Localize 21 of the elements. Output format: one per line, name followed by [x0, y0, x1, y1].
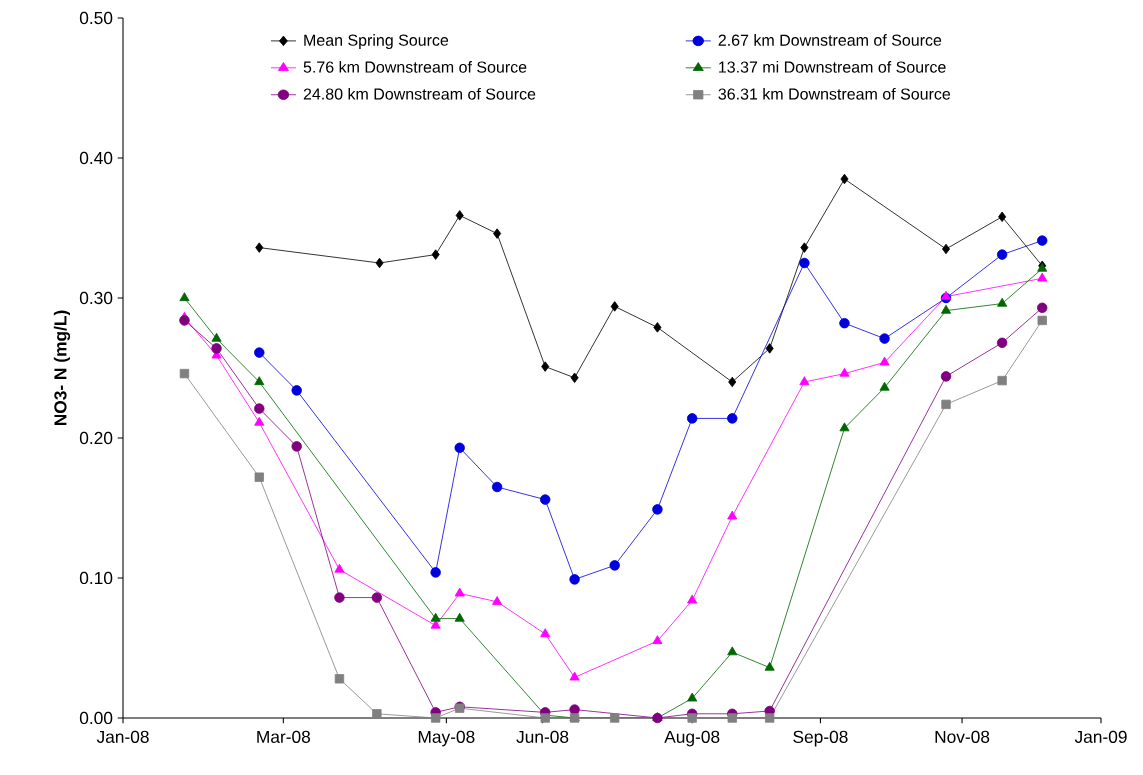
- legend-label: 5.76 km Downstream of Source: [303, 61, 527, 73]
- x-tick-label: Jan-09: [1074, 730, 1127, 743]
- y-axis-title: NO3- N (mg/L): [53, 310, 71, 426]
- x-tick-label: Jan-08: [96, 730, 149, 743]
- y-tick-label: 0.00: [79, 711, 113, 725]
- x-tick-label: Sep-08: [793, 730, 848, 747]
- y-tick-label: 0.10: [79, 571, 113, 585]
- y-tick-label: 0.40: [79, 151, 113, 165]
- legend-label: 24.80 km Downstream of Source: [303, 87, 536, 100]
- legend-label: 2.67 km Downstream of Source: [718, 34, 942, 46]
- legend-label: 13.37 mi Downstream of Source: [719, 61, 946, 73]
- x-tick-label: May-08: [418, 730, 475, 747]
- y-tick-label: 0.50: [79, 11, 113, 25]
- x-tick-label: Mar-08: [257, 730, 311, 743]
- x-tick-label: Nov-08: [935, 730, 990, 743]
- y-tick-label: 0.30: [79, 291, 113, 305]
- y-tick-label: 0.20: [79, 431, 113, 445]
- legend-label: Mean Spring Source: [304, 34, 449, 50]
- legend-label: 36.31 km Downstream of Source: [718, 87, 951, 100]
- x-tick-label: Aug-08: [664, 730, 720, 747]
- x-tick-label: Jun-08: [516, 730, 569, 743]
